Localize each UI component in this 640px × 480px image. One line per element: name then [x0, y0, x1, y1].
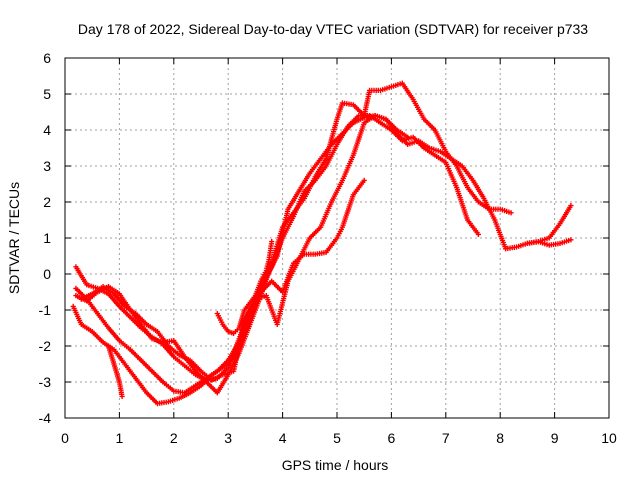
x-tick-label: 8 [496, 430, 504, 446]
y-tick-label: -2 [39, 338, 52, 354]
grid-lines [65, 58, 609, 418]
y-tick-label: 5 [43, 86, 51, 102]
series-track-6 [105, 343, 125, 399]
data-point-markers [73, 113, 481, 396]
y-tick-label: -4 [39, 410, 52, 426]
y-tick-label: 1 [43, 230, 51, 246]
y-tick-label: 6 [43, 50, 51, 66]
data-point-markers [105, 343, 125, 399]
series-track-4 [73, 80, 514, 396]
x-tick-label: 3 [224, 430, 232, 446]
y-tick-label: 3 [43, 158, 51, 174]
data-point-markers [73, 80, 514, 396]
x-tick-label: 9 [551, 430, 559, 446]
x-axis-label: GPS time / hours [282, 457, 389, 473]
x-tick-label: 2 [170, 430, 178, 446]
x-tick-label: 1 [116, 430, 124, 446]
data-point-markers [524, 203, 574, 246]
x-tick-label: 10 [601, 430, 617, 446]
y-tick-label: 0 [43, 266, 51, 282]
series-track-8 [524, 203, 574, 246]
axis-ticks: 0 1 2 3 4 5 6 7 8 9 10 -4 -3 -2 -1 0 1 2 3 4 5 6 [39, 50, 617, 446]
x-tick-label: 4 [279, 430, 287, 446]
series-track-7 [214, 239, 275, 336]
x-tick-label: 0 [61, 430, 69, 446]
chart-title: Day 178 of 2022, Sidereal Day-to-day VTE… [78, 21, 588, 37]
data-marks [70, 80, 574, 407]
y-tick-label: -3 [39, 374, 52, 390]
series-track-5 [78, 113, 411, 383]
data-point-markers [70, 113, 574, 407]
series-track-2 [73, 113, 481, 396]
data-point-markers [78, 113, 411, 383]
y-tick-label: 4 [43, 122, 51, 138]
x-tick-label: 6 [388, 430, 396, 446]
y-tick-label: -1 [39, 302, 52, 318]
y-axis-label: SDTVAR / TECUs [6, 182, 22, 294]
series-track-1 [70, 113, 574, 407]
x-tick-label: 5 [333, 430, 341, 446]
x-tick-label: 7 [442, 430, 450, 446]
y-tick-label: 2 [43, 194, 51, 210]
data-point-markers [214, 239, 275, 336]
